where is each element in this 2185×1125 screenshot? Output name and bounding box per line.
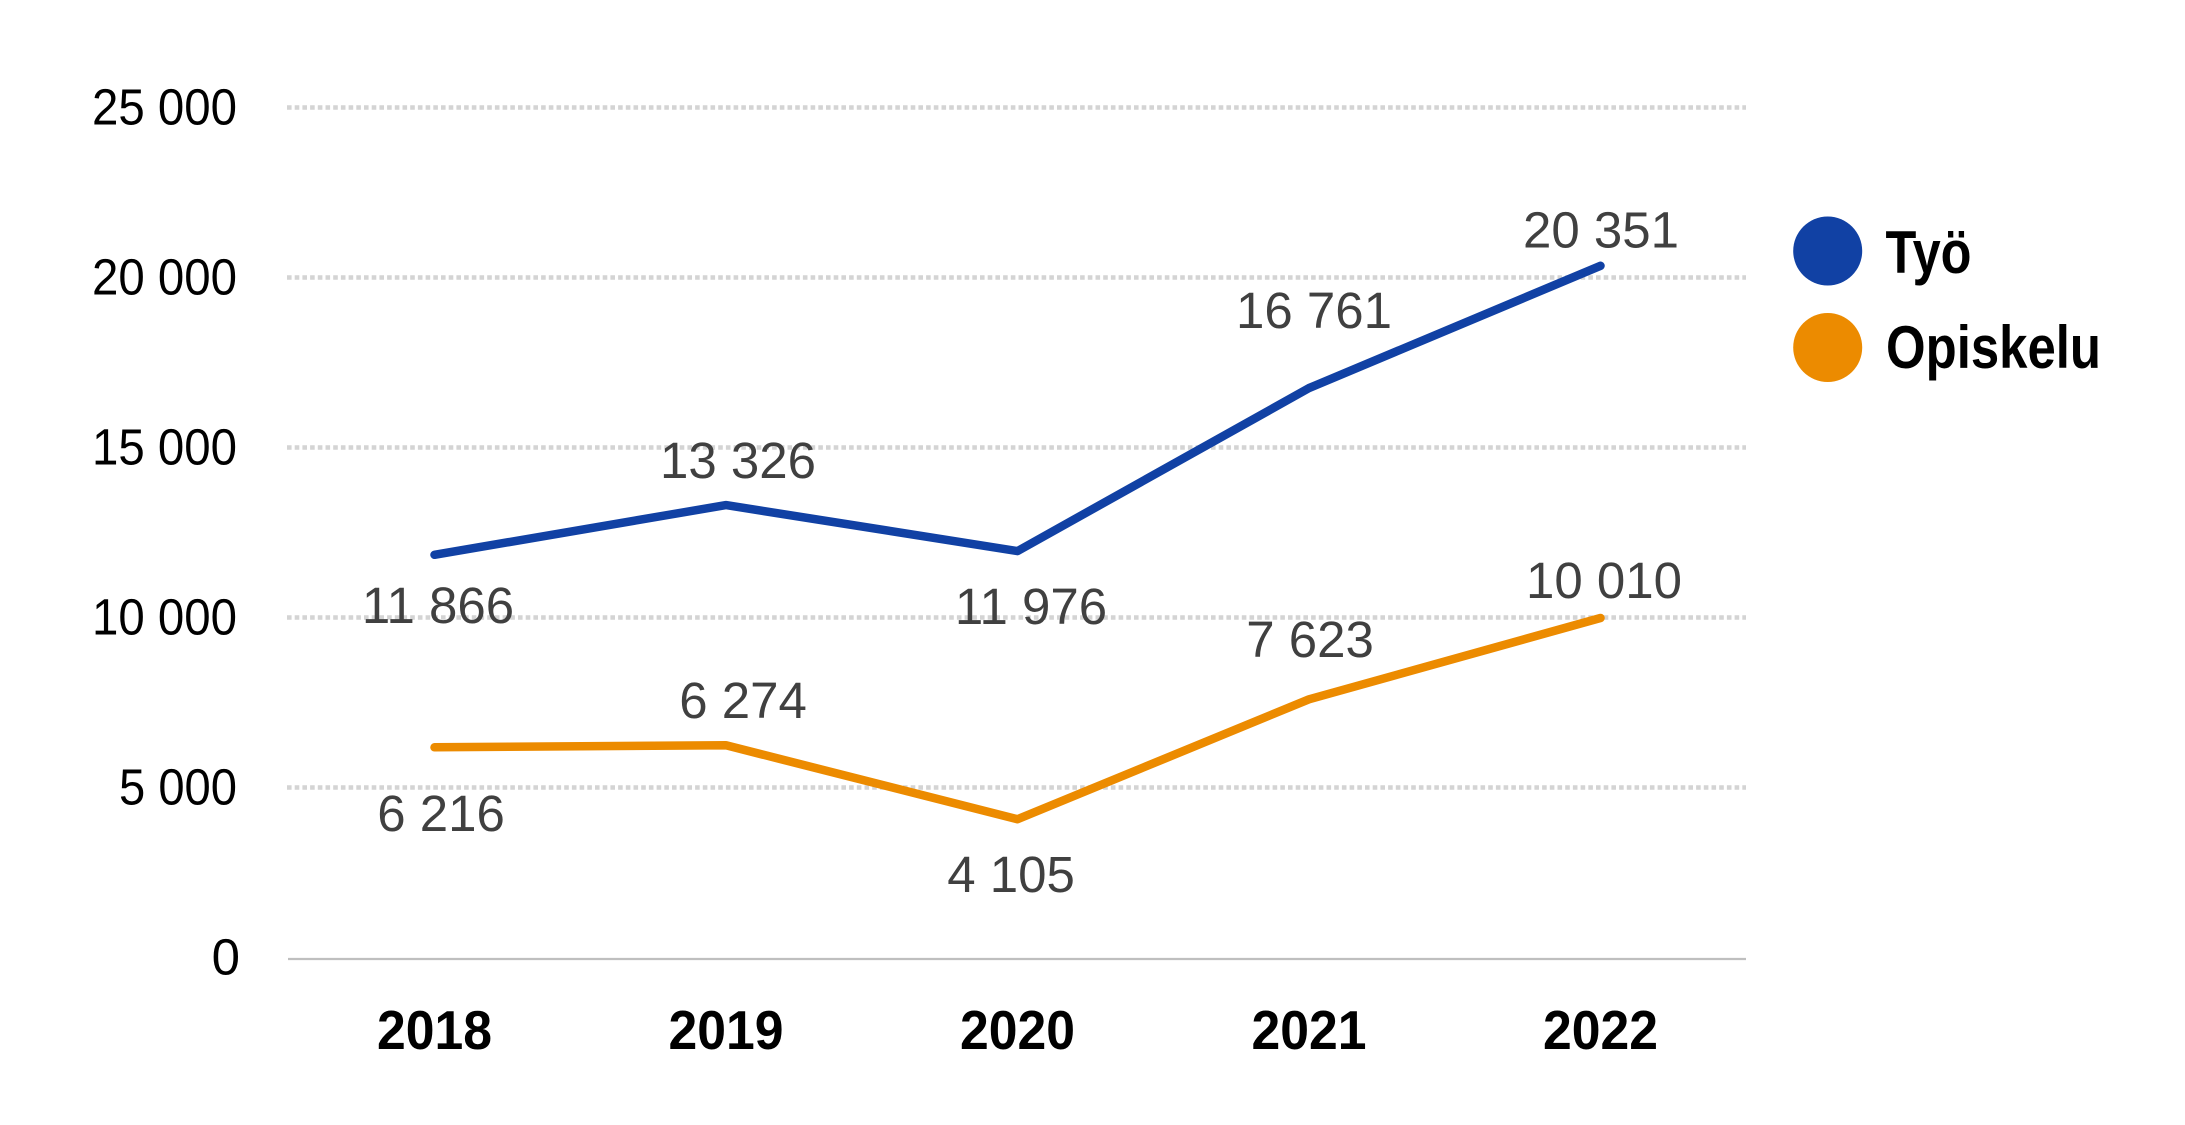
svg-text:7 623: 7 623 <box>1246 611 1374 668</box>
svg-text:4 105: 4 105 <box>947 846 1075 903</box>
svg-text:16 761: 16 761 <box>1236 282 1392 339</box>
svg-text:13 326: 13 326 <box>660 432 816 489</box>
svg-text:20 000: 20 000 <box>92 249 237 306</box>
svg-text:10 010: 10 010 <box>1526 552 1682 609</box>
svg-text:11 866: 11 866 <box>362 577 514 634</box>
svg-text:25 000: 25 000 <box>92 79 237 136</box>
svg-text:11 976: 11 976 <box>955 578 1107 635</box>
svg-text:Työ: Työ <box>1886 219 1972 286</box>
svg-text:2021: 2021 <box>1252 999 1367 1061</box>
svg-text:2018: 2018 <box>377 999 492 1061</box>
svg-text:Opiskelu: Opiskelu <box>1886 314 2101 381</box>
svg-text:15 000: 15 000 <box>92 419 237 476</box>
svg-text:0: 0 <box>212 929 240 986</box>
svg-text:20 351: 20 351 <box>1523 202 1679 259</box>
svg-text:2019: 2019 <box>669 999 784 1061</box>
svg-text:6 274: 6 274 <box>679 672 807 729</box>
svg-text:6 216: 6 216 <box>377 785 505 842</box>
svg-text:2020: 2020 <box>960 999 1075 1061</box>
svg-text:2022: 2022 <box>1543 999 1658 1061</box>
svg-text:5 000: 5 000 <box>119 759 237 816</box>
svg-text:10 000: 10 000 <box>92 589 237 646</box>
